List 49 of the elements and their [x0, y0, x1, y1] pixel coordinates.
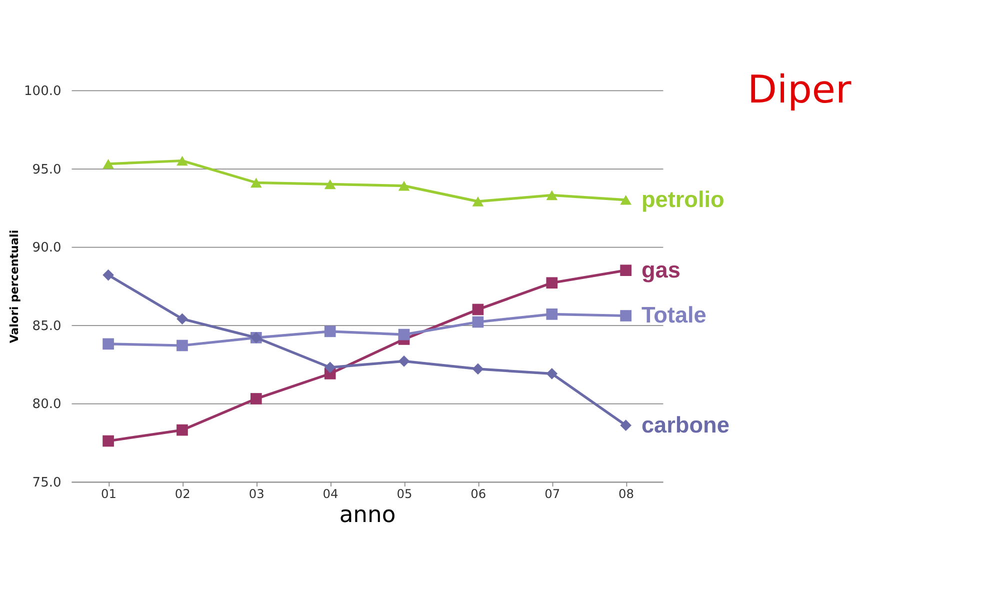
- point: [546, 368, 558, 380]
- point: [620, 420, 632, 432]
- point: [324, 326, 336, 338]
- point: [176, 424, 188, 436]
- y-tick-label: 100.0: [24, 84, 62, 100]
- x-tick-label: 04: [322, 486, 339, 501]
- point: [472, 304, 484, 316]
- point: [176, 156, 188, 166]
- point: [546, 277, 558, 289]
- x-tick-label: 01: [100, 486, 116, 501]
- point: [102, 338, 114, 350]
- y-tick-label: 75.0: [32, 475, 62, 490]
- point: [102, 269, 114, 281]
- point: [472, 316, 484, 328]
- point: [398, 355, 410, 367]
- point: [324, 362, 336, 374]
- point: [472, 196, 484, 206]
- point: [546, 190, 558, 200]
- y-tick-label: 80.0: [32, 397, 62, 412]
- point: [250, 178, 262, 188]
- point: [398, 328, 410, 340]
- x-axis-title: anno: [339, 502, 396, 528]
- x-tick-label: 05: [396, 486, 412, 501]
- y-tick-label: 85.0: [32, 318, 62, 334]
- y-axis-title: Valori percentuali: [8, 230, 21, 344]
- point: [546, 308, 558, 320]
- point: [250, 393, 262, 404]
- x-tick-label: 07: [544, 486, 560, 501]
- text: Diper: [748, 67, 852, 112]
- point: [176, 313, 188, 325]
- point: [620, 194, 632, 205]
- point: [102, 435, 114, 447]
- x-tick-label: 06: [470, 486, 486, 501]
- x-tick-label: 08: [618, 486, 634, 501]
- x-tick-label: 02: [174, 486, 190, 501]
- series-label: carbone: [641, 412, 730, 438]
- series-label: petrolio: [641, 186, 724, 212]
- point: [620, 264, 632, 276]
- series-label: Totale: [641, 302, 706, 328]
- y-tick-label: 95.0: [32, 162, 62, 178]
- point: [324, 179, 336, 190]
- point: [176, 340, 188, 352]
- point: [620, 310, 632, 322]
- point: [102, 158, 114, 169]
- point: [398, 180, 410, 191]
- x-tick-label: 03: [248, 486, 264, 501]
- y-tick-label: 90.0: [32, 240, 62, 256]
- series-label: gas: [641, 257, 680, 282]
- point: [472, 363, 484, 375]
